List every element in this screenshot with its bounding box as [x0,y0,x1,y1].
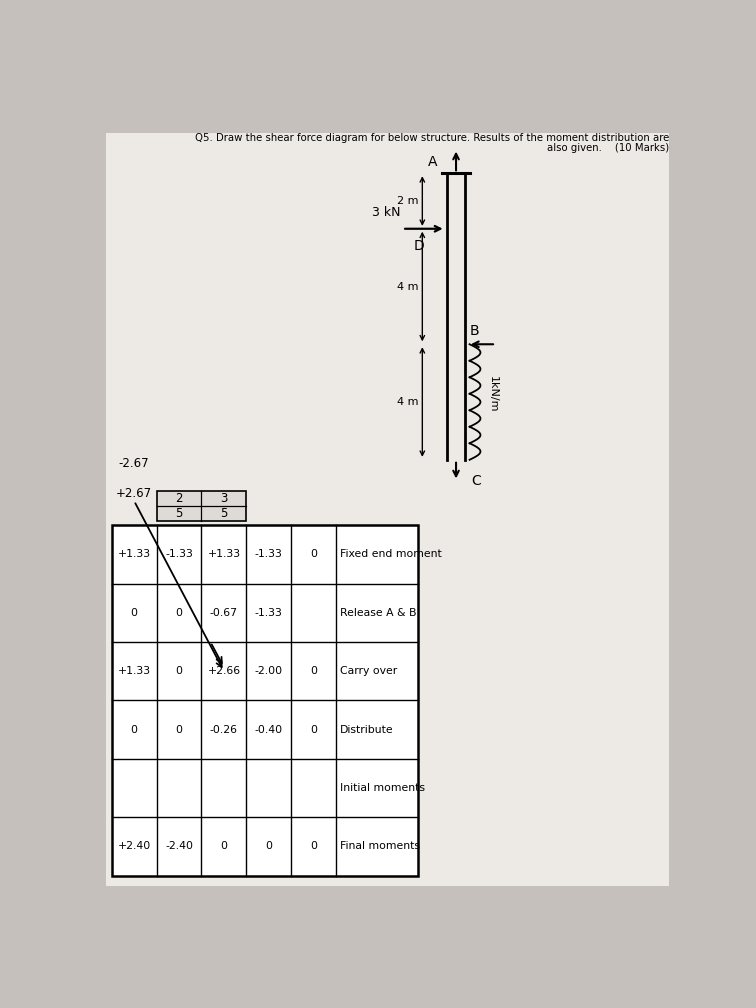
Text: A: A [429,154,438,168]
Bar [112,525,417,876]
Text: 2 m: 2 m [397,196,419,206]
Text: -2.67: -2.67 [119,458,150,471]
Text: also given.    (10 Marks): also given. (10 Marks) [547,143,670,153]
Text: +2.66: +2.66 [207,666,240,676]
Text: +1.33: +1.33 [207,549,240,559]
Text: 0: 0 [175,725,182,735]
Text: 0: 0 [131,725,138,735]
Text: 0: 0 [310,842,318,852]
Text: C: C [471,474,481,488]
Text: +1.33: +1.33 [117,549,150,559]
Text: Q5. Draw the shear force diagram for below structure. Results of the moment dist: Q5. Draw the shear force diagram for bel… [195,133,670,143]
Text: 3 kN: 3 kN [372,206,401,219]
Text: Distribute: Distribute [340,725,394,735]
Text: 0: 0 [131,608,138,618]
Text: -2.40: -2.40 [165,842,193,852]
Text: -2.00: -2.00 [255,666,283,676]
Text: Initial moments: Initial moments [340,783,425,793]
Text: Release A & B: Release A & B [340,608,417,618]
Text: +2.67: +2.67 [116,487,152,500]
Text: 4 m: 4 m [397,397,419,407]
Text: +1.33: +1.33 [117,666,150,676]
Text: Final moments: Final moments [340,842,420,852]
Text: 0: 0 [221,842,228,852]
Text: 0: 0 [175,608,182,618]
Text: 2: 2 [175,492,183,505]
Text: -0.26: -0.26 [210,725,238,735]
Text: D: D [414,239,425,253]
Text: 0: 0 [310,549,318,559]
Text: Fixed end moment: Fixed end moment [340,549,442,559]
Text: 0: 0 [310,666,318,676]
Bar [156,491,246,521]
Text: -0.40: -0.40 [255,725,283,735]
Text: Carry over: Carry over [340,666,398,676]
Text: 5: 5 [220,507,228,519]
Text: -0.67: -0.67 [210,608,238,618]
Text: 5: 5 [175,507,183,519]
Text: 0: 0 [310,725,318,735]
Text: -1.33: -1.33 [255,608,283,618]
Text: 0: 0 [175,666,182,676]
Text: -1.33: -1.33 [255,549,283,559]
Text: 3: 3 [220,492,228,505]
Text: B: B [469,325,479,338]
Text: -1.33: -1.33 [165,549,193,559]
Text: 1kN/m: 1kN/m [488,376,498,412]
Text: 0: 0 [265,842,272,852]
Text: +2.40: +2.40 [117,842,150,852]
Text: 4 m: 4 m [397,281,419,291]
